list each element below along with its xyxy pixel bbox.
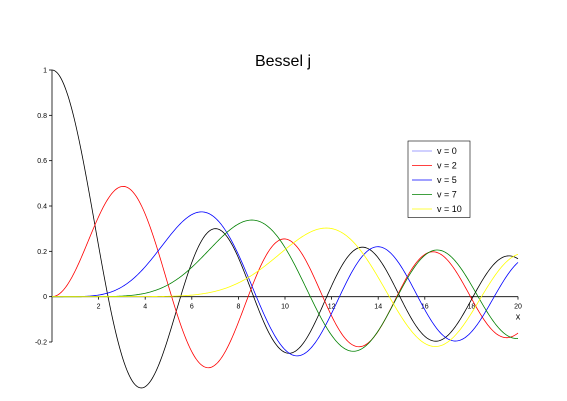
chart-title: Bessel j bbox=[255, 53, 311, 70]
y-tick-label: -0.2 bbox=[35, 340, 47, 347]
legend: v = 0 v = 2 v = 5 v = 7 v = 10 bbox=[407, 140, 471, 218]
x-tick-label: 8 bbox=[236, 304, 240, 311]
series-line-v0 bbox=[51, 69, 519, 389]
x-tick-label: 10 bbox=[281, 304, 289, 311]
x-tick-label: 20 bbox=[514, 304, 522, 311]
series-line-v7 bbox=[52, 219, 519, 352]
legend-label: v = 2 bbox=[437, 161, 457, 171]
y-tick-label: 0.6 bbox=[37, 158, 47, 165]
x-tick-label: 2 bbox=[97, 304, 101, 311]
x-tick-label: 12 bbox=[328, 304, 336, 311]
y-tick-label: 0.2 bbox=[37, 249, 47, 256]
y-tick-label: 1 bbox=[43, 68, 47, 75]
series-line-v2 bbox=[51, 185, 519, 369]
y-tick-label: 0 bbox=[43, 294, 47, 301]
y-tick-label: 0.4 bbox=[37, 204, 47, 211]
legend-box bbox=[407, 140, 471, 218]
x-tick-label: 4 bbox=[143, 304, 147, 311]
x-axis-label: x bbox=[516, 312, 521, 322]
x-tick-label: 16 bbox=[421, 304, 429, 311]
legend-label: v = 0 bbox=[437, 146, 457, 156]
legend-label: v = 7 bbox=[437, 190, 457, 200]
x-tick-label: 14 bbox=[374, 304, 382, 311]
series-line-v10 bbox=[52, 227, 519, 347]
x-tick-label: 6 bbox=[190, 304, 194, 311]
plot-lines bbox=[51, 69, 519, 389]
legend-label: v = 10 bbox=[437, 204, 462, 214]
series-line-v5 bbox=[52, 211, 519, 357]
legend-label: v = 5 bbox=[437, 175, 457, 185]
x-tick-label: 18 bbox=[468, 304, 476, 311]
y-tick-label: 0.8 bbox=[37, 113, 47, 120]
